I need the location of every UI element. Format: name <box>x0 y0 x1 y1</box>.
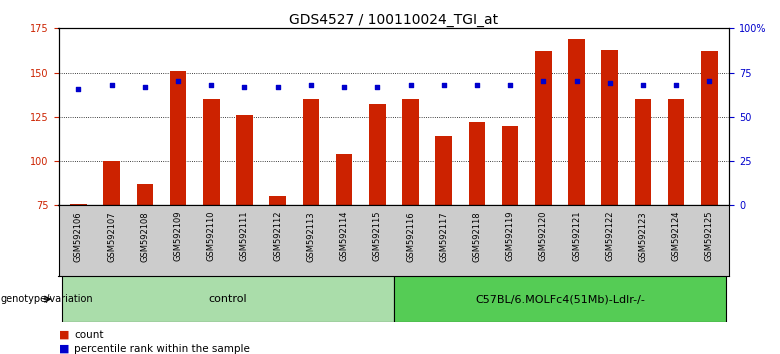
Text: GSM592113: GSM592113 <box>307 211 315 262</box>
Bar <box>236 115 253 205</box>
Text: GSM592115: GSM592115 <box>373 211 381 262</box>
Bar <box>668 99 685 205</box>
Point <box>537 79 550 84</box>
Text: GSM592112: GSM592112 <box>273 211 282 262</box>
Bar <box>701 51 718 205</box>
Point <box>305 82 317 88</box>
Text: GSM592125: GSM592125 <box>705 211 714 262</box>
Text: GSM592109: GSM592109 <box>173 211 183 262</box>
Bar <box>170 71 186 205</box>
Point <box>636 82 649 88</box>
Point <box>205 82 218 88</box>
Bar <box>70 204 87 205</box>
Text: GSM592114: GSM592114 <box>339 211 349 262</box>
Bar <box>303 99 319 205</box>
Point <box>703 79 715 84</box>
Bar <box>62 276 394 322</box>
Bar <box>435 136 452 205</box>
Text: GSM592119: GSM592119 <box>505 211 515 262</box>
Point <box>338 84 350 90</box>
Text: GSM592108: GSM592108 <box>140 211 149 262</box>
Text: percentile rank within the sample: percentile rank within the sample <box>74 344 250 354</box>
Bar <box>394 276 726 322</box>
Point <box>172 79 184 84</box>
Point <box>105 82 118 88</box>
Bar <box>635 99 651 205</box>
Text: GSM592124: GSM592124 <box>672 211 681 262</box>
Point <box>570 79 583 84</box>
Text: GSM592110: GSM592110 <box>207 211 216 262</box>
Bar <box>535 51 551 205</box>
Title: GDS4527 / 100110024_TGI_at: GDS4527 / 100110024_TGI_at <box>289 13 498 27</box>
Text: C57BL/6.MOLFc4(51Mb)-Ldlr-/-: C57BL/6.MOLFc4(51Mb)-Ldlr-/- <box>475 294 645 304</box>
Point <box>271 84 284 90</box>
Bar <box>601 50 618 205</box>
Text: control: control <box>208 294 247 304</box>
Bar <box>269 196 286 205</box>
Point <box>604 80 616 86</box>
Point <box>438 82 450 88</box>
Text: GSM592121: GSM592121 <box>572 211 581 262</box>
Bar <box>136 184 153 205</box>
Text: GSM592106: GSM592106 <box>74 211 83 262</box>
Bar <box>502 126 519 205</box>
Point <box>670 82 682 88</box>
Bar <box>569 39 585 205</box>
Text: ■: ■ <box>58 330 69 339</box>
Bar <box>103 161 120 205</box>
Point <box>504 82 516 88</box>
Text: GSM592107: GSM592107 <box>107 211 116 262</box>
Bar <box>335 154 353 205</box>
Text: GSM592111: GSM592111 <box>240 211 249 262</box>
Text: count: count <box>74 330 104 339</box>
Text: GSM592116: GSM592116 <box>406 211 415 262</box>
Text: ■: ■ <box>58 344 69 354</box>
Point <box>470 82 483 88</box>
Point <box>139 84 151 90</box>
Bar <box>402 99 419 205</box>
Point <box>238 84 250 90</box>
Bar <box>369 104 385 205</box>
Text: GSM592122: GSM592122 <box>605 211 615 262</box>
Bar <box>469 122 485 205</box>
Text: GSM592120: GSM592120 <box>539 211 548 262</box>
Point <box>404 82 417 88</box>
Text: GSM592117: GSM592117 <box>439 211 448 262</box>
Point <box>73 86 85 91</box>
Point <box>371 84 384 90</box>
Text: GSM592118: GSM592118 <box>473 211 481 262</box>
Text: genotype/variation: genotype/variation <box>1 294 94 304</box>
Bar <box>203 99 219 205</box>
Text: GSM592123: GSM592123 <box>639 211 647 262</box>
